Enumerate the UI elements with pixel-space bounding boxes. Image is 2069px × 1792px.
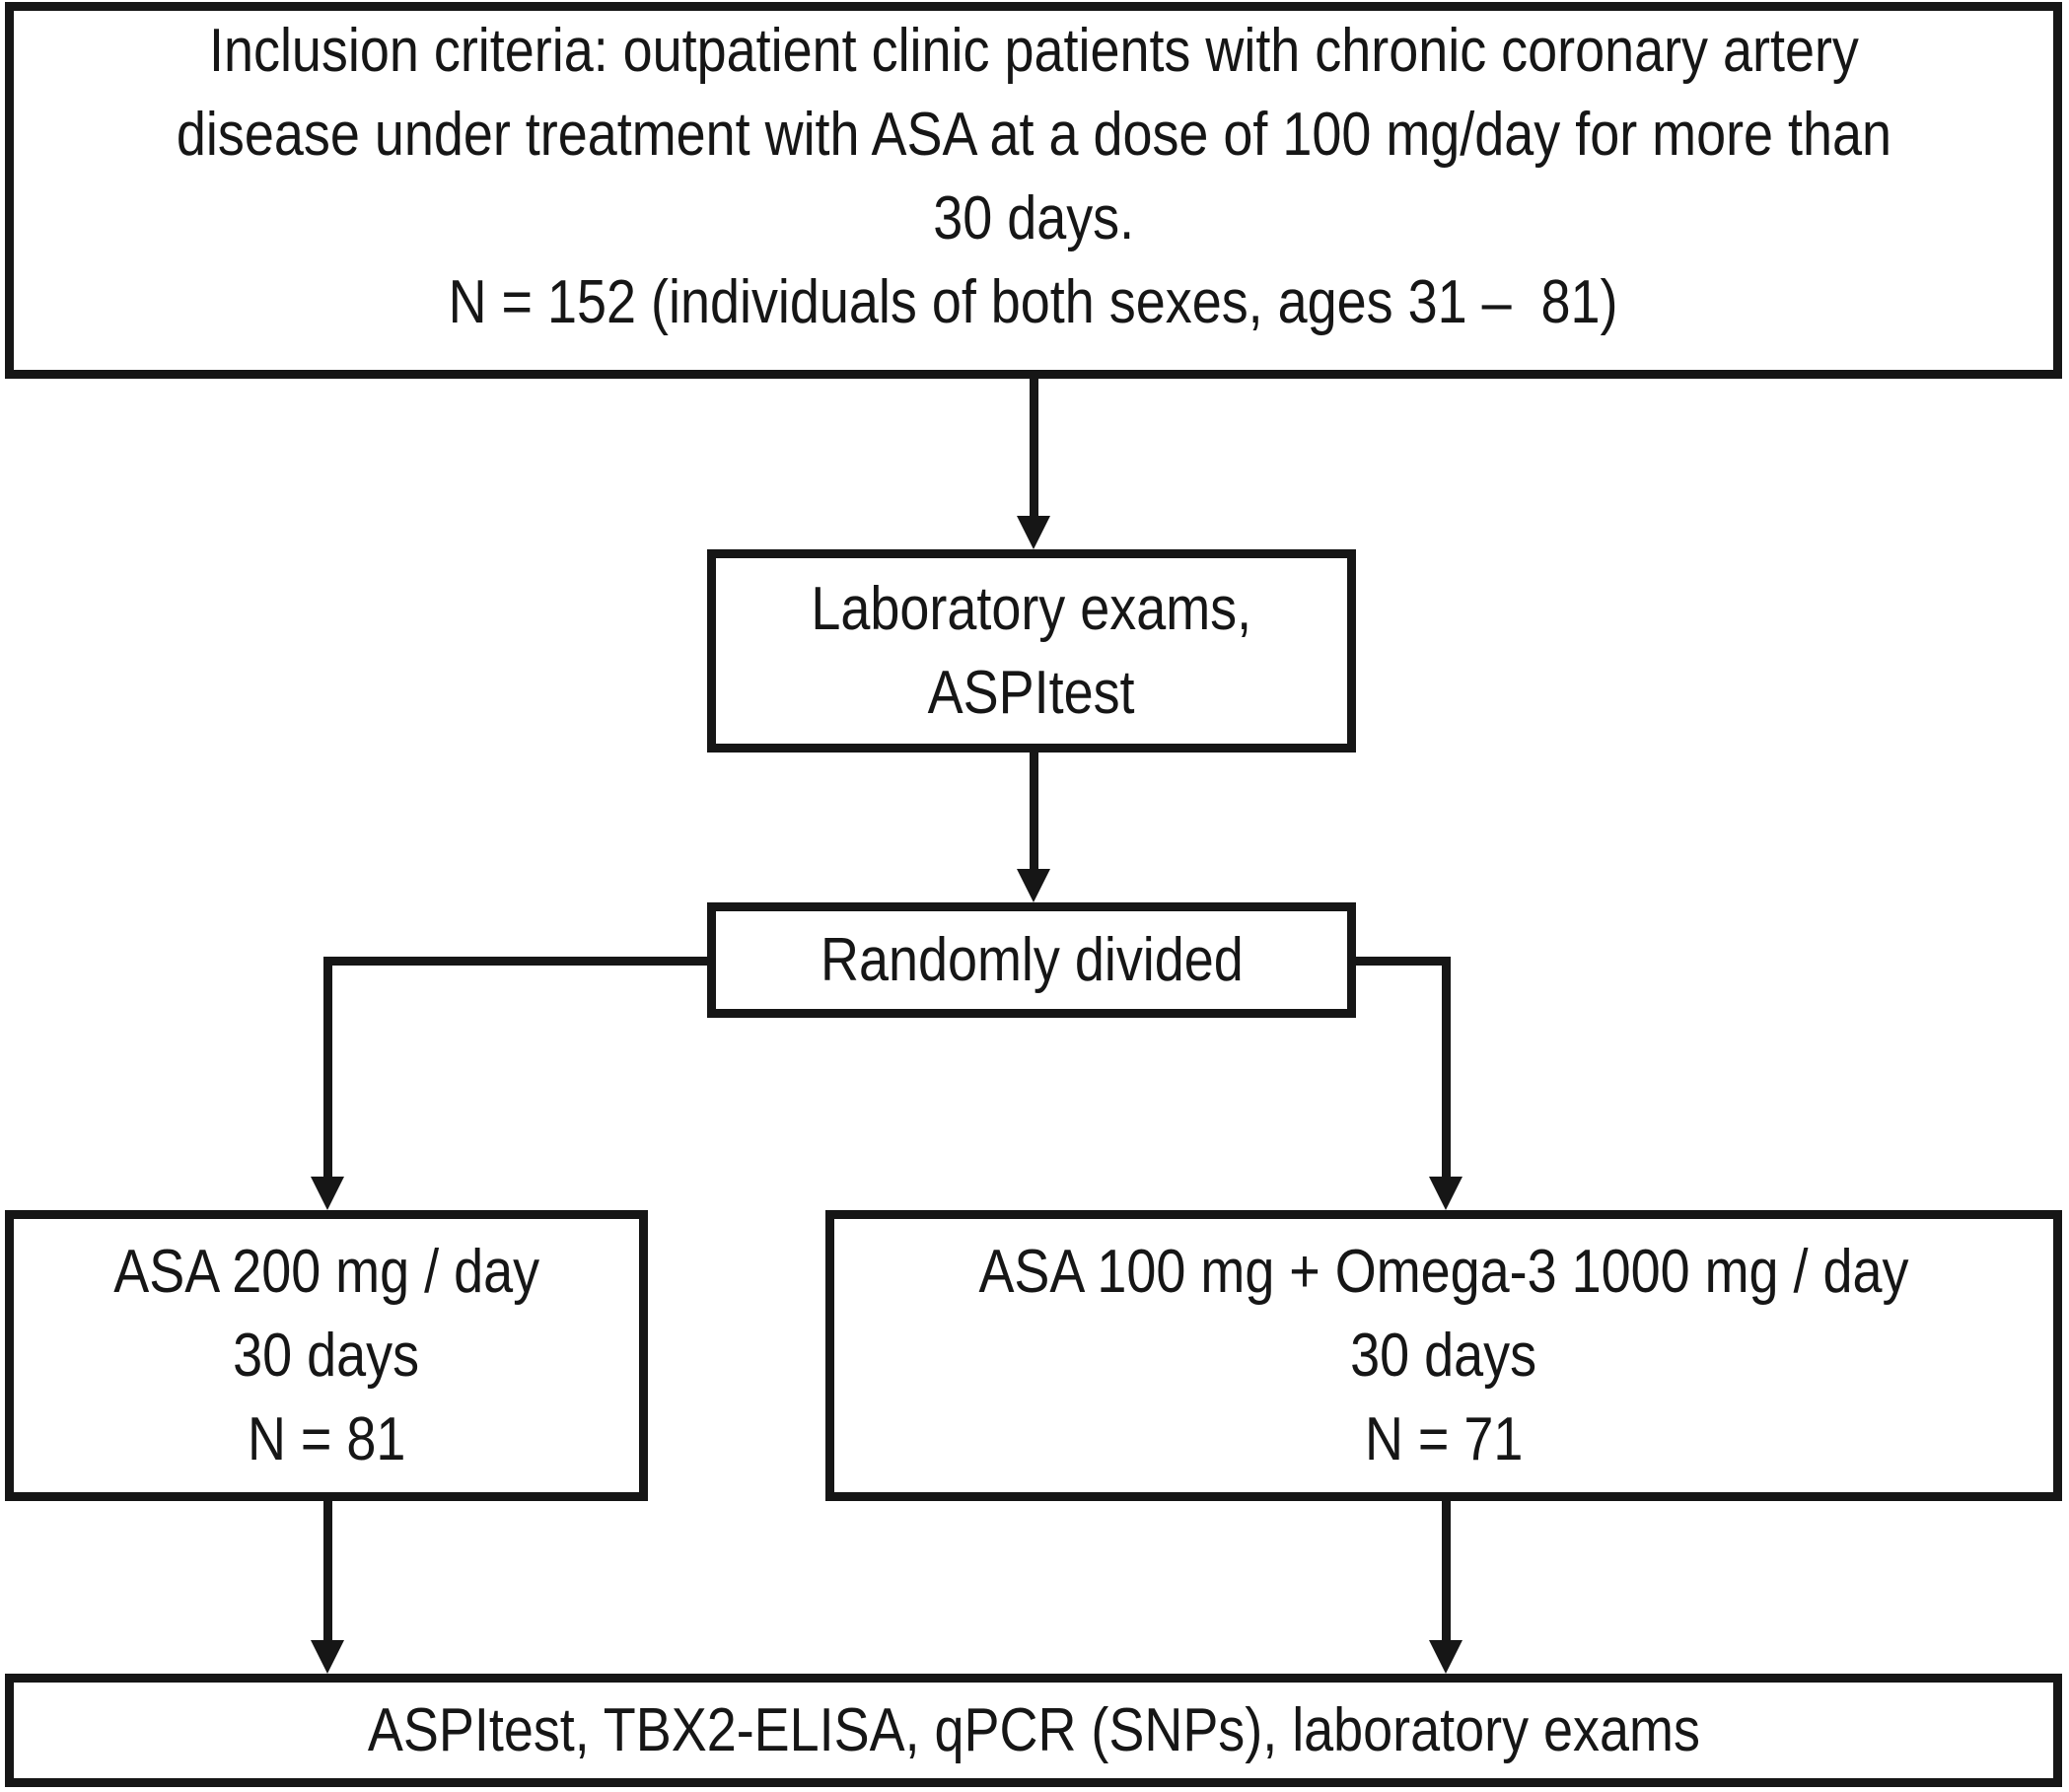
connector-omega3-arm-to-final [1442,1501,1451,1640]
connector-inclusion-to-laboratory [1030,379,1038,522]
final-assessments-box: ASPItest, TBX2-ELISA, qPCR (SNPs), labor… [5,1674,2062,1787]
inclusion-line: disease under treatment with ASA at a do… [176,101,1891,169]
asa-arm-dose: ASA 200 mg / day [113,1238,539,1306]
down-arrowhead-icon [1429,1640,1463,1674]
connector-laboratory-to-randomized [1030,753,1038,869]
omega3-arm-sample-size: N = 71 [1364,1405,1524,1473]
down-arrowhead-icon [1017,869,1050,902]
laboratory-line: Laboratory exams, [811,575,1252,643]
asa-arm-sample-size: N = 81 [247,1405,406,1473]
branch-rail-left [323,957,707,966]
inclusion-line: 30 days. [933,184,1134,252]
laboratory-line: ASPItest [928,659,1135,727]
inclusion-criteria-box: Inclusion criteria: outpatient clinic pa… [5,2,2062,379]
omega3-arm-duration: 30 days [1350,1322,1537,1390]
inclusion-sample-size: N = 152 (individuals of both sexes, ages… [449,268,1618,336]
connector-randomized-to-asa-arm [323,957,332,1177]
down-arrowhead-icon [1429,1177,1463,1210]
asa-200-arm-box: ASA 200 mg / day 30 days N = 81 [5,1210,648,1501]
branch-rail-right [1356,957,1451,966]
inclusion-line: Inclusion criteria: outpatient clinic pa… [208,17,1859,85]
down-arrowhead-icon [1017,516,1050,549]
asa-arm-duration: 30 days [233,1322,420,1390]
down-arrowhead-icon [311,1177,344,1210]
omega3-arm-dose: ASA 100 mg + Omega-3 1000 mg / day [978,1238,1909,1306]
connector-asa-arm-to-final [323,1501,332,1640]
connector-randomized-to-omega3-arm [1442,957,1451,1177]
asa-omega3-arm-box: ASA 100 mg + Omega-3 1000 mg / day 30 da… [825,1210,2062,1501]
randomly-divided-box: Randomly divided [707,902,1356,1018]
down-arrowhead-icon [311,1640,344,1674]
laboratory-exams-box: Laboratory exams, ASPItest [707,549,1356,753]
randomized-label: Randomly divided [820,926,1244,994]
final-assessments-label: ASPItest, TBX2-ELISA, qPCR (SNPs), labor… [367,1696,1700,1764]
